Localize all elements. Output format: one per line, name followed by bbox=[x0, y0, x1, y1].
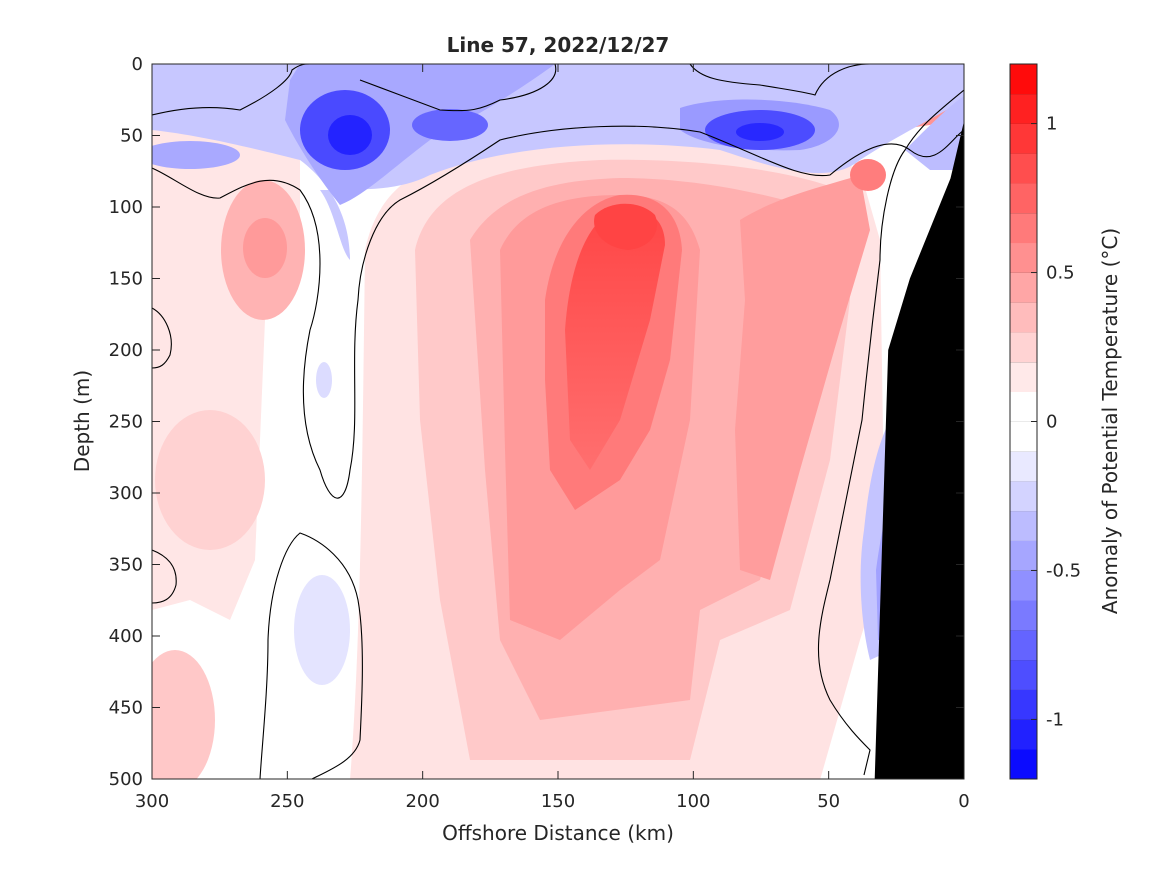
warm-peak-west bbox=[243, 218, 287, 278]
colorbar-band bbox=[1010, 630, 1037, 661]
x-tick-label: 250 bbox=[270, 791, 304, 812]
y-tick-label: 0 bbox=[132, 54, 143, 75]
colorbar-band bbox=[1010, 540, 1037, 571]
y-tick-label: 300 bbox=[109, 483, 143, 504]
cold-patch-west bbox=[152, 141, 240, 169]
colorbar-tick-label: 1 bbox=[1046, 114, 1057, 135]
y-tick-label: 500 bbox=[109, 769, 143, 790]
y-tick-label: 50 bbox=[120, 126, 143, 147]
colorbar-band bbox=[1010, 749, 1037, 780]
y-axis-label: Depth (m) bbox=[70, 370, 94, 472]
cold-core-190km bbox=[412, 109, 488, 141]
colorbar-band bbox=[1010, 183, 1037, 214]
chart-title: Line 57, 2022/12/27 bbox=[447, 33, 670, 57]
colorbar-tick-label: 0 bbox=[1046, 412, 1057, 433]
cold-patch-230km-400m bbox=[294, 575, 350, 685]
warm-core-inner bbox=[565, 209, 665, 470]
x-tick-label: 50 bbox=[817, 791, 840, 812]
colorbar-band bbox=[1010, 212, 1037, 244]
zero-contour-north bbox=[359, 64, 557, 112]
x-axis-label: Offshore Distance (km) bbox=[442, 821, 674, 845]
y-tick-label: 350 bbox=[109, 555, 143, 576]
y-axis: 0 50 100 150 200 250 300 350 400 450 500 bbox=[109, 54, 964, 790]
x-tick-label: 150 bbox=[541, 791, 575, 812]
colorbar-band bbox=[1010, 391, 1037, 422]
colorbar-band bbox=[1010, 64, 1037, 95]
colorbar-tick-label: 0.5 bbox=[1046, 263, 1075, 284]
cold-peak-75km bbox=[736, 123, 784, 141]
y-tick-label: 450 bbox=[109, 698, 143, 719]
x-tick-label: 300 bbox=[135, 791, 169, 812]
zero-contour-cold-band bbox=[152, 125, 964, 499]
x-tick-label: 200 bbox=[405, 791, 439, 812]
colorbar-band bbox=[1010, 451, 1037, 482]
colorbar-band bbox=[1010, 242, 1037, 273]
colorbar-band bbox=[1010, 93, 1037, 124]
zero-contour-west-1 bbox=[152, 307, 172, 369]
colorbar bbox=[1010, 63, 1037, 780]
warm-patch-west-deep bbox=[155, 410, 265, 550]
colorbar-band bbox=[1010, 123, 1037, 154]
warm-patch-60km bbox=[850, 159, 886, 191]
zero-contour-surface bbox=[152, 64, 311, 116]
x-axis: 300 250 200 150 100 50 0 bbox=[135, 64, 970, 812]
colorbar-ticks: 1 0.5 0 -0.5 -1 bbox=[1031, 114, 1081, 730]
colorbar-band bbox=[1010, 481, 1037, 512]
warm-patch-southwest bbox=[152, 650, 215, 779]
colorbar-label: Anomaly of Potential Temperature (°C) bbox=[1098, 228, 1122, 614]
colorbar-tick-label: -1 bbox=[1046, 709, 1064, 730]
colorbar-tick-label: -0.5 bbox=[1046, 560, 1081, 581]
colorbar-band bbox=[1010, 689, 1037, 720]
colorbar-band bbox=[1010, 332, 1037, 363]
zero-contour-shelf bbox=[817, 89, 964, 776]
anomaly-field bbox=[152, 64, 964, 779]
zero-contour-deep-1 bbox=[259, 532, 363, 779]
plot-area bbox=[152, 64, 964, 779]
colorbar-band bbox=[1010, 302, 1037, 333]
warm-peak-120m bbox=[594, 203, 657, 250]
y-tick-label: 250 bbox=[109, 412, 143, 433]
cold-nearshore bbox=[905, 96, 964, 170]
zero-contours bbox=[152, 64, 964, 779]
cold-peak-228km bbox=[328, 115, 372, 155]
x-tick-label: 0 bbox=[958, 791, 969, 812]
colorbar-band bbox=[1010, 421, 1037, 452]
colorbar-band bbox=[1010, 600, 1037, 631]
colorbar-band bbox=[1010, 510, 1037, 541]
warm-core-east bbox=[735, 175, 870, 580]
colorbar-band bbox=[1010, 153, 1037, 184]
colorbar-band bbox=[1010, 659, 1037, 690]
colorbar-band bbox=[1010, 719, 1037, 750]
zero-contour-west-2 bbox=[152, 549, 177, 604]
y-tick-label: 150 bbox=[109, 269, 143, 290]
colorbar-band bbox=[1010, 361, 1037, 393]
x-tick-label: 100 bbox=[676, 791, 710, 812]
y-tick-label: 100 bbox=[109, 197, 143, 218]
bathymetry bbox=[855, 121, 964, 779]
y-tick-label: 400 bbox=[109, 626, 143, 647]
zero-contour-east-surface bbox=[689, 64, 871, 96]
colorbar-band bbox=[1010, 570, 1037, 601]
cold-patch-220km-250m bbox=[316, 362, 332, 398]
colorbar-band bbox=[1010, 272, 1037, 303]
y-tick-label: 200 bbox=[109, 340, 143, 361]
